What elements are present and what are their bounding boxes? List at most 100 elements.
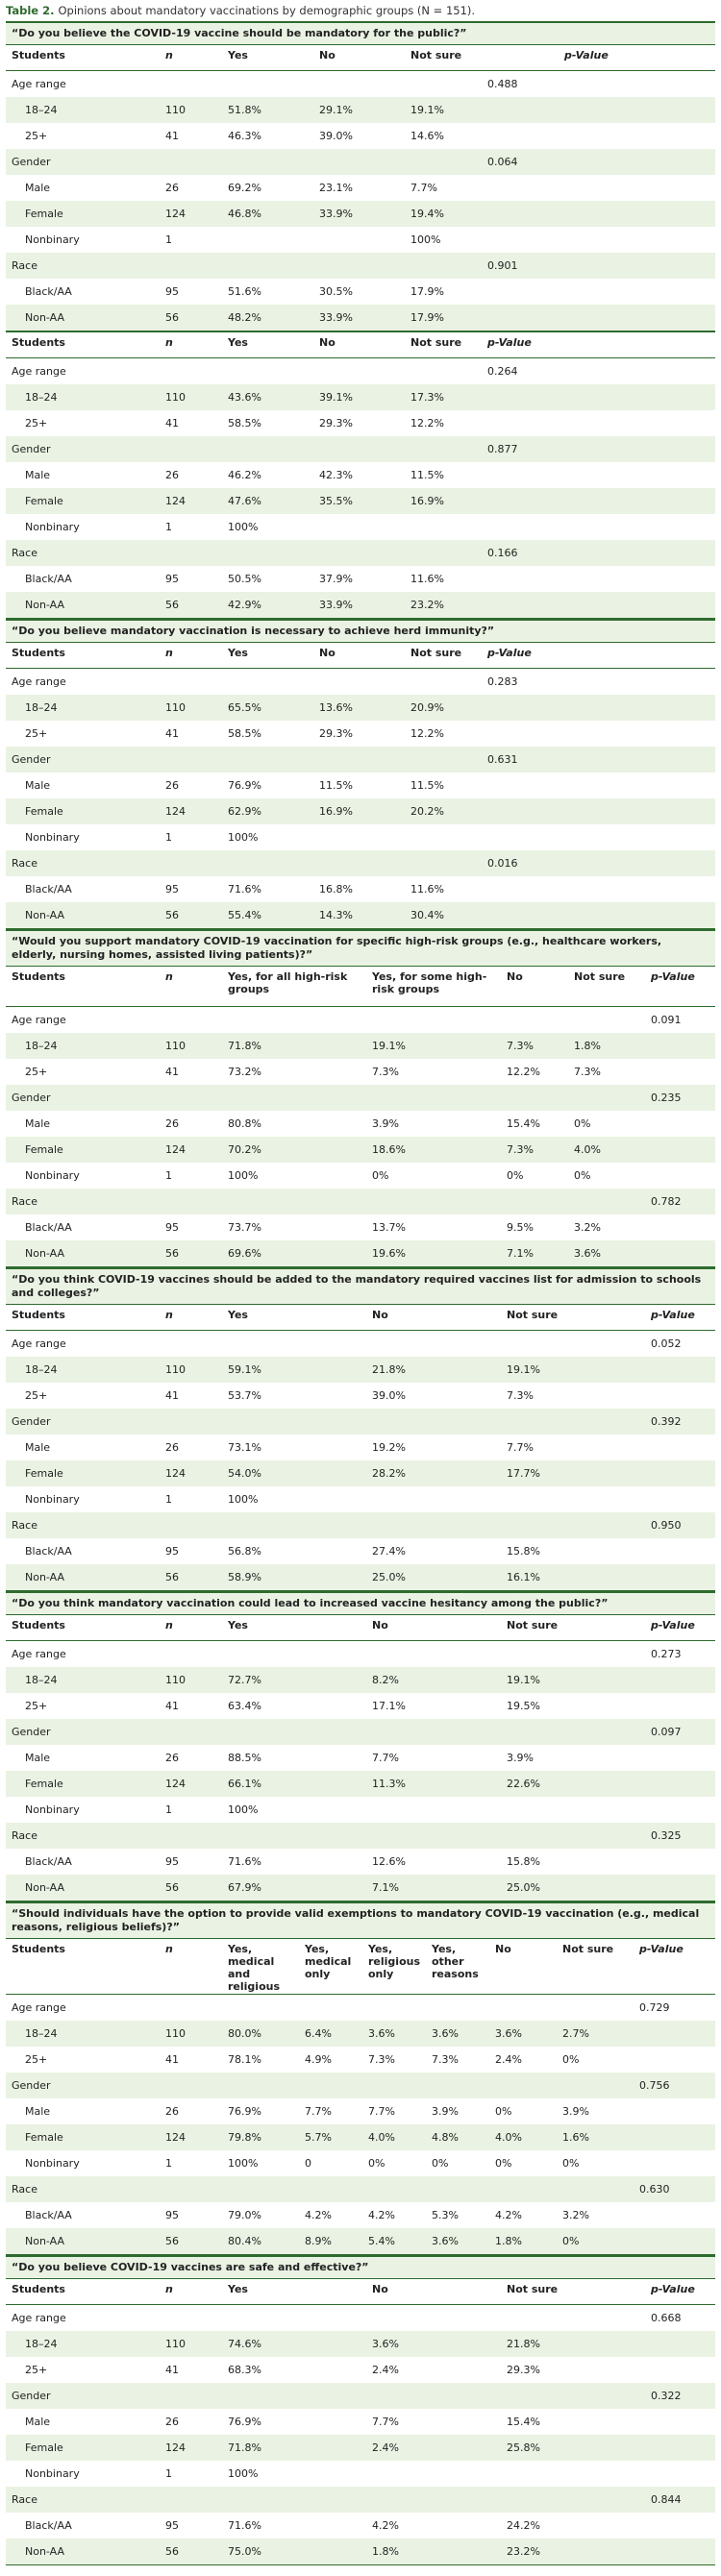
table-cell: 80.0%	[222, 2021, 299, 2047]
table-cell	[482, 279, 559, 305]
table-cell	[222, 1641, 366, 1668]
table-cell: 42.9%	[222, 592, 313, 619]
table-cell: 124	[160, 2435, 222, 2461]
row-label: 25+	[25, 2053, 48, 2066]
table-cell: 3.6%	[489, 2021, 557, 2047]
table-cell	[559, 566, 715, 592]
table-cell	[501, 1409, 645, 1435]
table-row: Non-AA 56 69.6% 19.6% 7.1% 3.6%	[6, 1240, 716, 1267]
table-cell: 0%	[574, 1169, 591, 1182]
column-header: Students	[6, 44, 160, 71]
column-header: Yes	[222, 1614, 366, 1641]
table-cell	[645, 1564, 715, 1591]
table-cell	[160, 850, 222, 876]
table-cell: 15.8%	[507, 1545, 540, 1558]
table-cell: 124	[160, 1137, 222, 1163]
column-header: n	[160, 1938, 222, 1995]
table-cell	[501, 1512, 645, 1538]
table-row: Female 124 46.8% 33.9% 19.4%	[6, 201, 716, 227]
table-cell	[501, 1641, 645, 1668]
row-label: Male	[25, 779, 51, 792]
table-row: 18–24 110 43.6% 39.1% 17.3%	[6, 384, 715, 410]
table-cell	[634, 2202, 715, 2228]
row-label: 18–24	[6, 2021, 160, 2047]
table-cell: 124	[160, 1771, 222, 1797]
table-cell	[362, 1995, 426, 2022]
table-cell	[366, 2487, 501, 2513]
table-cell	[482, 773, 559, 798]
table-cell: 48.2%	[222, 305, 313, 331]
column-header: p-Value	[482, 642, 559, 669]
row-label: 25+	[25, 2364, 48, 2376]
table-cell: 4.0%	[489, 2124, 557, 2150]
table-cell: 58.5%	[228, 727, 261, 740]
table-cell: 12.6%	[372, 1855, 406, 1868]
table-cell	[160, 747, 222, 773]
table-row: Nonbinary 1 100%	[6, 2461, 715, 2487]
row-label: 18–24	[6, 384, 160, 410]
row-label: Female	[6, 2435, 160, 2461]
row-label: Female	[6, 2124, 160, 2150]
table-row: 18–24 110 71.8% 19.1% 7.3% 1.8%	[6, 1033, 716, 1059]
table-cell	[568, 1085, 645, 1111]
table-cell	[645, 2331, 716, 2357]
table-cell	[482, 462, 559, 488]
row-label: 25+	[25, 1700, 48, 1712]
table-row: Nonbinary 1 100%	[6, 1486, 715, 1512]
table-cell: 17.7%	[501, 1460, 645, 1486]
table-cell: 2.4%	[495, 2053, 522, 2066]
table-cell	[482, 410, 559, 436]
table-cell: 69.6%	[222, 1240, 366, 1267]
question-block: “Do you think mandatory vaccination coul…	[6, 1591, 716, 1901]
table-cell	[645, 1435, 715, 1460]
table-cell: 4.2%	[368, 2209, 395, 2221]
table-row: Male 26 76.9% 11.5% 11.5%	[6, 773, 715, 798]
table-cell	[482, 592, 559, 619]
table-cell	[482, 123, 559, 149]
table-cell: 1	[165, 1803, 172, 1816]
table-cell: 19.1%	[405, 97, 482, 123]
table-cell	[559, 462, 715, 488]
table-row: Non-AA 56 67.9% 7.1% 25.0%	[6, 1875, 716, 1901]
table-cell: 100%	[228, 2467, 259, 2480]
table-row: Female 124 71.8% 2.4% 25.8%	[6, 2435, 716, 2461]
row-label: Black/AA	[25, 1545, 72, 1558]
column-header: Students	[6, 1304, 160, 1331]
group-label: Race	[6, 1823, 160, 1849]
table-cell	[405, 540, 482, 566]
group-label: Gender	[6, 2073, 160, 2098]
column-header: p-Value	[645, 966, 716, 1007]
group-label: Age range	[12, 2312, 66, 2324]
table-cell: 124	[160, 2124, 222, 2150]
table-cell: 41	[165, 2364, 179, 2376]
table-row: Nonbinary 1 100%	[6, 227, 715, 253]
table-label: Table 2.	[6, 4, 55, 17]
table-row: 25+ 41 63.4% 17.1% 19.5%	[6, 1693, 715, 1719]
table-cell	[634, 2047, 715, 2073]
table-cell: 26	[165, 469, 179, 481]
table-cell: 1	[165, 233, 172, 246]
table-cell: 71.8%	[222, 1033, 366, 1059]
table-cell	[222, 149, 313, 175]
table-caption-text: Opinions about mandatory vaccinations by…	[58, 4, 476, 17]
table-cell	[559, 798, 716, 824]
table-cell	[559, 876, 715, 902]
group-row: Age range 0.273	[6, 1641, 715, 1668]
column-header: n	[160, 331, 222, 358]
table-cell: 11.6%	[410, 883, 444, 895]
table-cell: 33.9%	[313, 592, 405, 619]
table-cell: 35.5%	[313, 488, 405, 514]
table-cell	[645, 2435, 716, 2461]
group-row: Gender 0.756	[6, 2073, 716, 2098]
column-header: Yes	[222, 331, 313, 358]
table-cell: 56	[160, 305, 222, 331]
table-cell: 73.7%	[228, 1221, 261, 1234]
table-cell	[313, 227, 405, 253]
table-cell	[160, 1409, 222, 1435]
table-cell: 7.7%	[368, 2105, 395, 2118]
table-cell: 124	[160, 798, 222, 824]
table-cell	[645, 1797, 715, 1823]
row-label: Non-AA	[6, 592, 160, 619]
column-header: Yes, medical and religious	[222, 1938, 299, 1995]
question-block: “Would you support mandatory COVID-19 va…	[6, 929, 716, 1267]
